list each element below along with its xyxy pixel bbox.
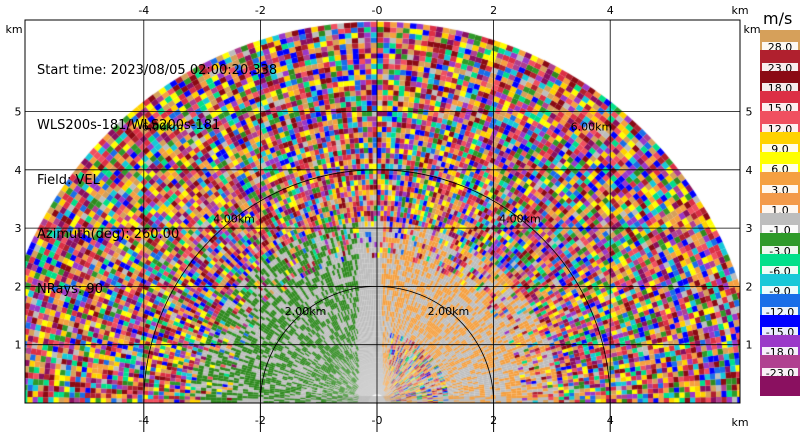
range-ring-label: 4.00km [213,213,255,226]
y-tick-label-left: 3 [15,222,22,235]
x-tick-label-bottom: -2 [255,414,266,427]
field-text: Field: VEL [37,172,100,188]
y-tick-label-right: 1 [746,339,753,352]
x-unit-top: km [731,4,748,17]
range-ring-label: 4.00km [499,213,541,226]
x-tick-label-top: -0 [372,4,383,17]
range-ring [143,169,611,404]
x-tick-label-top: 2 [490,4,497,17]
range-ring-label: 2.00km [285,305,327,318]
y-unit-right: km [743,23,760,36]
x-tick-label-bottom: -0 [372,414,383,427]
x-unit-bottom: km [731,416,748,429]
range-ring-label: 2.00km [428,305,470,318]
y-tick-label-right: 4 [746,164,753,177]
y-tick-label-left: 2 [15,280,22,293]
nrays-text: NRays: 90 [37,281,103,297]
range-ring-label: 6.00km [571,121,613,134]
y-tick-label-left: 1 [15,339,22,352]
y-tick-label-right: 5 [746,106,753,119]
azimuth-text: Azimuth(deg): 260.00 [37,227,180,243]
y-tick-label-left: 5 [15,106,22,119]
y-tick-label-right: 2 [746,280,753,293]
y-unit-left: km [5,23,22,36]
instrument-text: WLS200s-181/WLS200s-181 [37,118,221,133]
range-ring-label: 6.00km [142,121,184,134]
colorbar-unit: m/s [763,9,793,28]
info-panel: Start time: 2023/08/05 02:00:20.338 WLS2… [37,26,277,335]
y-tick-label-left: 4 [15,164,22,177]
x-tick-label-top: -4 [138,4,149,17]
range-ring [260,286,494,404]
x-tick-label-top: -2 [255,4,266,17]
x-tick-label-top: 4 [607,4,614,17]
colorbar-swatch [760,375,800,397]
start-time-text: Start time: 2023/08/05 02:00:20.338 [37,63,278,79]
y-tick-label-right: 3 [746,222,753,235]
x-tick-label-bottom: 2 [490,414,497,427]
x-tick-label-bottom: 4 [607,414,614,427]
plot-frame [24,19,741,404]
x-tick-label-bottom: -4 [138,414,149,427]
